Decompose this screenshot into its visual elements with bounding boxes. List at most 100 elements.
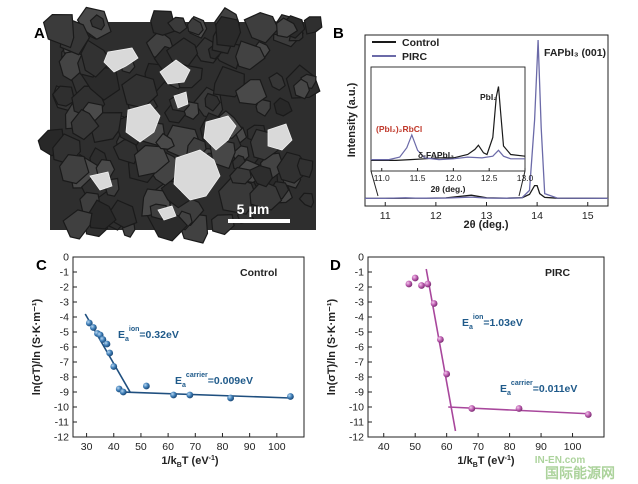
c-x-axis-title: 1/kBT (eV-1) — [161, 455, 219, 469]
inset-x-axis-title: 2θ (deg.) — [431, 184, 466, 194]
arrhenius-chart-pirc: 40 50 60 70 80 90 100 0 -1 -2 -3 -4 -5 -6 -7 -8 -9 -10 -11… — [326, 252, 605, 469]
sem-grain — [80, 39, 112, 78]
c-data-point — [110, 363, 118, 370]
sem-grain — [293, 78, 311, 100]
d-x-tick-label: 80 — [504, 441, 516, 453]
d-y-tick-label: -12 — [349, 432, 364, 444]
inset-zoom-line-left — [370, 170, 379, 197]
d-y-tick-label: -6 — [355, 342, 364, 354]
panel-d-letter: D — [330, 257, 341, 274]
xrd-inset: 11.0 11.5 12.0 12.5 13.0 2θ (deg.) PbI₂ (PbI… — [370, 66, 534, 197]
c-data-point — [85, 319, 93, 327]
d-data-point — [418, 282, 425, 289]
sem-grain — [303, 16, 323, 35]
c-y-tick-label: 0 — [63, 252, 69, 264]
c-data-point — [106, 349, 114, 357]
sem-grain — [51, 85, 76, 107]
c-fit-lines — [84, 313, 291, 399]
d-annotation-ion: Eaion=1.03eV — [462, 314, 523, 331]
sem-grain — [273, 97, 293, 117]
xrd-x-tick-label: 11 — [380, 210, 391, 222]
sem-grain — [235, 40, 266, 71]
d-data-point — [468, 405, 476, 412]
d-data-point — [430, 300, 438, 307]
legend-control: Control — [402, 37, 439, 49]
inset-label-pbi2-rbcl: (PbI₂)₂RbCl — [376, 124, 422, 134]
c-data-point — [227, 394, 235, 402]
xrd-series-control — [365, 184, 609, 200]
c-y-tick-label: -10 — [54, 402, 69, 414]
xrd-inset-frame — [370, 66, 526, 172]
d-data-point — [424, 280, 432, 288]
sem-grain — [70, 108, 100, 141]
sem-grain — [234, 78, 268, 106]
c-axis-ticks: 30 40 50 60 70 80 90 100 0 -1 -2 -3 -4 -5 -6 -7 -8 -9 -10 -… — [54, 252, 286, 454]
inset-x-tick-label: 12.0 — [445, 173, 462, 183]
c-y-tick-label: -2 — [60, 282, 69, 294]
c-y-tick-label: -3 — [60, 297, 69, 309]
watermark: IN-EN.com 国际能源网 — [535, 455, 615, 481]
xrd-y-axis-title: Intensity (a.u.) — [346, 82, 358, 157]
d-y-tick-label: -4 — [355, 312, 364, 324]
inset-label-delta-fapbi3: δ-FAPbI₃ — [418, 150, 454, 160]
c-x-tick-label: 90 — [244, 441, 256, 453]
sem-grain — [167, 16, 188, 34]
c-data-point — [186, 391, 194, 399]
d-data-point — [405, 280, 413, 288]
c-x-tick-label: 70 — [189, 441, 201, 453]
d-y-axis-title: ln(σT)/ln (S·K·m⁻¹) — [326, 298, 338, 395]
xrd-series-pirc — [365, 39, 609, 200]
c-title: Control — [240, 267, 277, 279]
sem-grain — [150, 10, 177, 36]
c-x-tick-label: 60 — [162, 441, 174, 453]
d-data-point — [515, 405, 523, 412]
c-y-tick-label: -1 — [60, 267, 69, 279]
sem-grain — [210, 213, 235, 236]
c-y-tick-label: -9 — [60, 387, 69, 399]
d-x-tick-label: 90 — [535, 441, 547, 453]
d-x-axis-title: 1/kBT (eV-1) — [457, 455, 515, 469]
d-x-tick-label: 100 — [564, 441, 582, 453]
sem-grain — [229, 166, 252, 185]
d-annotation-carrier: Eacarrier=0.011eV — [500, 380, 577, 397]
arrhenius-chart-control: 30 40 50 60 70 80 90 100 0 -1 -2 -3 -4 -5 -6 -7 -8 -9 -10 -… — [31, 252, 305, 469]
xrd-x-tick-label: 15 — [582, 210, 594, 222]
xrd-chart: 11 12 13 14 15 2θ (deg.) Intensity (a.u.) FA… — [346, 34, 609, 231]
sem-grain — [215, 16, 242, 48]
d-data-points — [405, 274, 592, 418]
sem-grain — [62, 209, 93, 240]
d-fit-lines — [425, 268, 589, 432]
d-data-point — [443, 370, 451, 378]
d-y-tick-label: 0 — [358, 252, 364, 264]
sem-grain — [298, 192, 315, 208]
d-data-point — [436, 336, 444, 343]
scale-bar — [228, 219, 290, 223]
svg-text:国际能源网: 国际能源网 — [545, 465, 615, 481]
inset-x-tick-label: 12.5 — [481, 173, 498, 183]
sem-grain — [218, 175, 257, 215]
inset-label-pbi2: PbI₂ — [480, 92, 497, 102]
c-annotation-carrier: Eacarrier=0.009eV — [175, 372, 253, 389]
sem-grain — [296, 157, 314, 179]
inset-x-tick-label: 11.0 — [374, 173, 390, 183]
xrd-legend: Control PIRC — [372, 37, 439, 63]
xrd-x-tick-label: 12 — [430, 210, 442, 222]
sem-grain — [212, 65, 245, 98]
c-data-point — [99, 336, 107, 343]
d-x-tick-label: 50 — [409, 441, 421, 453]
xrd-peak-label-fapbi3: FAPbI₃ (001) — [544, 47, 606, 59]
xrd-x-tick-label: 13 — [481, 210, 493, 222]
svg-text:IN-EN.com: IN-EN.com — [535, 455, 586, 466]
d-plot-frame — [367, 256, 605, 438]
c-x-tick-label: 40 — [108, 441, 120, 453]
inset-x-tick-label: 11.5 — [410, 173, 426, 183]
c-y-tick-label: -7 — [60, 357, 69, 369]
d-x-tick-label: 40 — [378, 441, 390, 453]
xrd-x-ticks: 11 12 13 14 15 — [380, 202, 594, 222]
sem-grain — [89, 14, 106, 31]
c-data-point — [142, 382, 150, 390]
sem-grain — [204, 92, 221, 112]
c-data-point — [89, 324, 97, 331]
inset-zoom-line-right — [518, 170, 526, 197]
sem-grain — [268, 72, 286, 91]
